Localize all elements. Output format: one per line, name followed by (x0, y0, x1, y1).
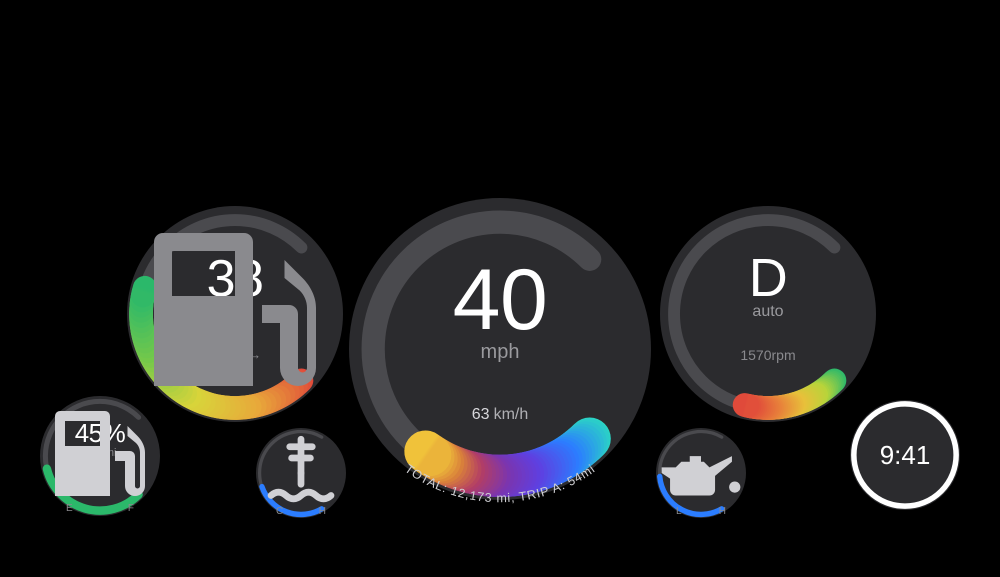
speed-kmh-unit: km/h (494, 406, 529, 423)
fuel-tick-empty: E (66, 503, 73, 514)
gear-mode: auto (752, 303, 783, 321)
oil-tick-low: L (676, 506, 682, 517)
fuel-tick-full: F (128, 503, 134, 514)
speed-kmh-value: 63 (472, 406, 490, 423)
mpg-range: 207 mi → (205, 347, 265, 362)
gear-value: D (749, 251, 788, 305)
speed-value: 40 (453, 257, 548, 343)
gear-gauge: D auto 1570rpm (660, 206, 876, 422)
fuel-level-gauge: 45% 207 mi E F (40, 396, 160, 516)
gear-rpm-value: 1570 (740, 347, 771, 363)
oil-pressure-gauge: L H (656, 428, 746, 518)
temp-tick-cold: C (276, 506, 283, 517)
temp-tick-hot: H (319, 506, 326, 517)
oil-tick-high: H (719, 506, 726, 517)
clock-gauge: 9:41 (850, 400, 960, 510)
speed-unit: mph (481, 341, 520, 364)
speed-kmh: 63km/h (472, 406, 528, 424)
dashboard: 40 mph 63km/h TOTAL: 12,173 mi, TRIP A: … (0, 0, 1000, 577)
fuel-economy-gauge: 38 mpg 207 mi → (127, 206, 343, 422)
clock-time: 9:41 (880, 440, 931, 471)
speedometer-gauge: 40 mph 63km/h (349, 198, 651, 500)
gear-rpm: 1570rpm (740, 347, 795, 363)
engine-temp-gauge: C H (256, 428, 346, 518)
gear-rpm-unit: rpm (772, 347, 796, 363)
